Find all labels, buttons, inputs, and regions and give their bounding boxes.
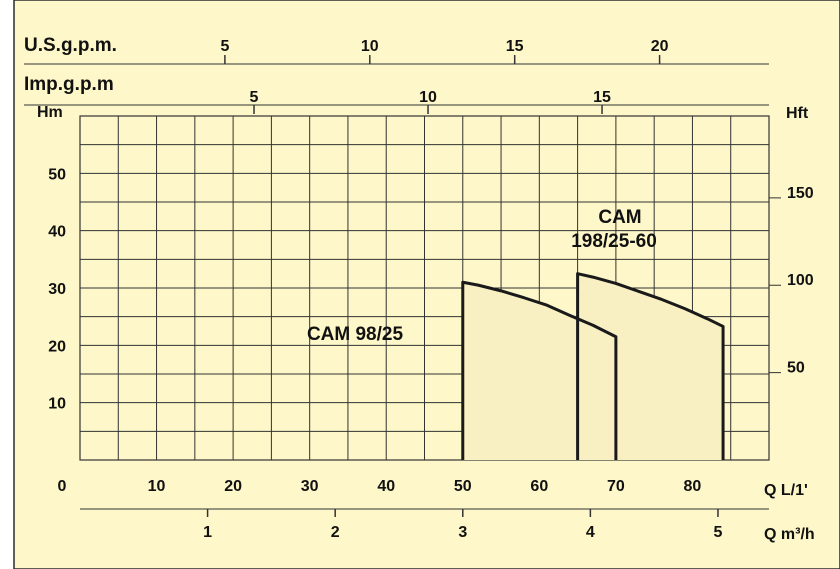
series-curve-2 (576, 272, 725, 460)
x-tick-label: 60 (530, 478, 548, 495)
impgpm-tick-label: 15 (593, 89, 611, 106)
usgpm-tick-label: 5 (220, 38, 229, 55)
x-tick-label: 20 (224, 478, 242, 495)
y-axis-title: Hm (37, 104, 63, 121)
top-axis-impgpm-title: Imp.g.p.m (24, 74, 114, 95)
x-m3h-tick-label: 1 (203, 524, 212, 541)
x-m3h-tick-label: 4 (586, 524, 595, 541)
x-tick-label: 50 (454, 478, 472, 495)
usgpm-tick-label: 20 (651, 38, 669, 55)
curves (461, 272, 725, 460)
plot-frame (79, 115, 770, 461)
annotation-cam-98-25: CAM 98/25 (307, 324, 404, 345)
x-tick-label: 30 (301, 478, 319, 495)
series-area-2 (577, 273, 724, 460)
impgpm-tick-label: 10 (419, 89, 437, 106)
y-right-tick-label: 50 (787, 360, 805, 377)
series-curve-1 (461, 280, 618, 460)
impgpm-tick-label: 5 (250, 89, 259, 106)
y-tick-label: 10 (48, 396, 66, 413)
usgpm-tick-label: 10 (361, 38, 379, 55)
y-right-tick-label: 150 (787, 185, 814, 202)
x-axis-title: Q L/1' (764, 482, 808, 499)
usgpm-tick-label: 15 (506, 38, 524, 55)
y-tick-label: 20 (48, 338, 66, 355)
x-m3h-tick-label: 2 (331, 524, 340, 541)
y-tick-label: 30 (48, 281, 66, 298)
x-tick-label: 70 (607, 478, 625, 495)
annotation-cam-198-line1: CAM (598, 207, 641, 228)
y-tick-label: 50 (48, 166, 66, 183)
annotation-cam-198-line2: 198/25-60 (571, 231, 657, 252)
x-m3h-tick-label: 3 (458, 524, 467, 541)
x-tick-label: 80 (684, 478, 702, 495)
x-tick-label: 40 (377, 478, 395, 495)
y-axis-right-title: Hft (786, 105, 809, 122)
x-axis-m3h-title: Q m³/h (764, 526, 815, 543)
x-tick-label: 0 (58, 478, 67, 495)
y-tick-label: 40 (48, 224, 66, 241)
y-right-tick-label: 100 (787, 272, 814, 289)
axes: 10 20 30 40 50 50 100 150 0 10 20 30 40 50 60 70 80 1 2 3 4 5… (24, 38, 814, 541)
top-axis-usgpm-title: U.S.g.p.m. (24, 35, 117, 56)
x-m3h-tick-label: 5 (714, 524, 723, 541)
x-tick-label: 10 (148, 478, 166, 495)
